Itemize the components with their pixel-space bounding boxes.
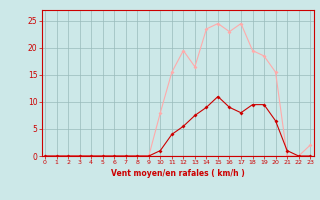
X-axis label: Vent moyen/en rafales ( km/h ): Vent moyen/en rafales ( km/h ) (111, 169, 244, 178)
